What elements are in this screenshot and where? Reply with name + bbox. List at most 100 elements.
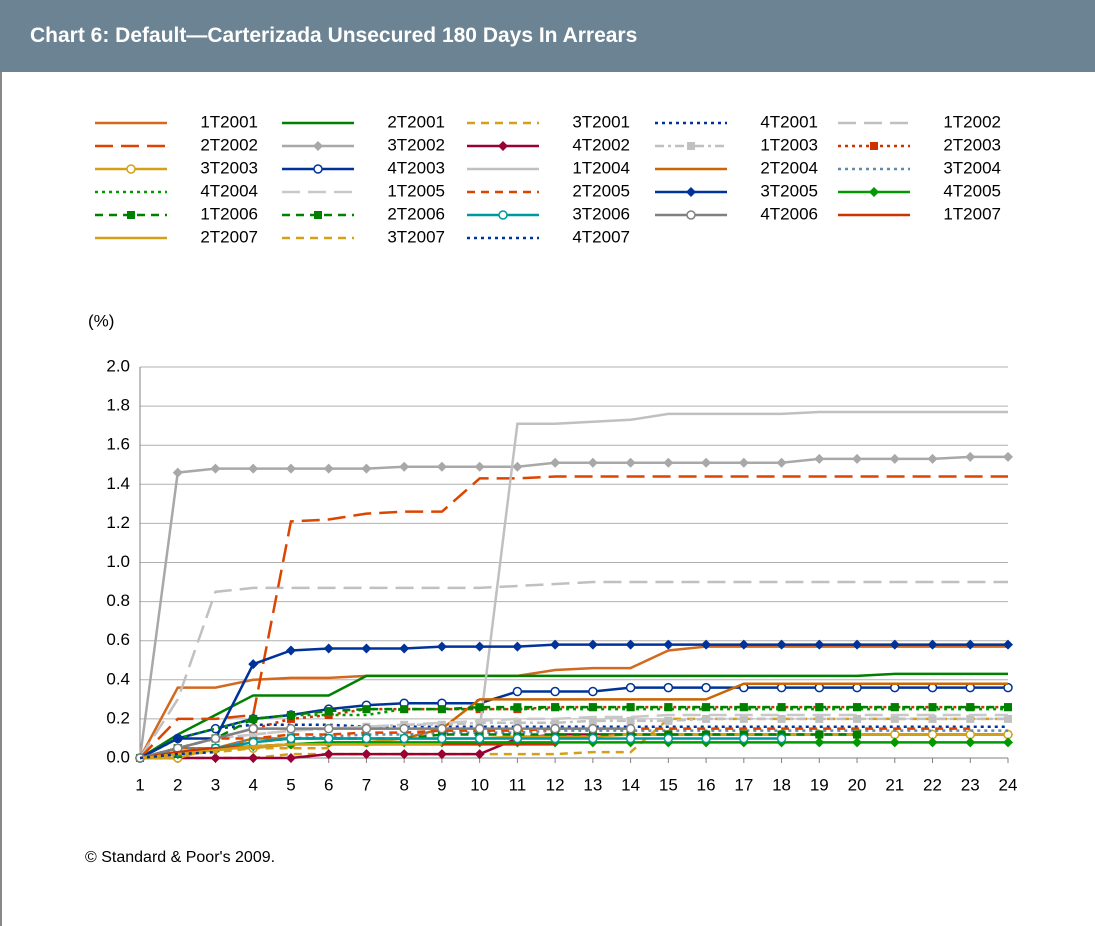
marker bbox=[814, 737, 825, 748]
marker bbox=[313, 141, 323, 151]
marker bbox=[890, 703, 899, 712]
marker bbox=[551, 718, 560, 727]
marker bbox=[588, 733, 598, 744]
marker bbox=[626, 703, 635, 712]
x-tick-label: 13 bbox=[583, 775, 602, 794]
marker bbox=[853, 730, 862, 739]
marker bbox=[400, 705, 409, 714]
marker bbox=[664, 703, 673, 712]
marker bbox=[285, 463, 296, 474]
x-tick-label: 1 bbox=[135, 775, 144, 794]
chart-title: Chart 6: Default—Carterizada Unsecured 1… bbox=[30, 24, 638, 47]
marker bbox=[551, 703, 560, 712]
series-line bbox=[139, 750, 216, 760]
marker bbox=[361, 749, 372, 760]
legend-label: 1T2003 bbox=[760, 135, 818, 154]
source: © Standard & Poor's 2009. bbox=[85, 849, 275, 866]
marker bbox=[702, 714, 711, 723]
marker bbox=[701, 639, 712, 650]
marker bbox=[686, 187, 696, 197]
marker bbox=[588, 723, 598, 734]
marker bbox=[437, 733, 447, 744]
legend-label: 1T2004 bbox=[572, 158, 630, 177]
marker bbox=[362, 705, 371, 714]
marker bbox=[928, 703, 937, 712]
x-tick-label: 20 bbox=[848, 775, 867, 794]
x-tick-label: 3 bbox=[211, 775, 220, 794]
series-line bbox=[139, 737, 782, 760]
legend-label: 2T2005 bbox=[572, 181, 630, 200]
marker bbox=[512, 641, 523, 652]
marker bbox=[889, 639, 900, 650]
y-tick-label: 0.2 bbox=[106, 708, 130, 727]
marker bbox=[889, 737, 900, 748]
legend-label: 4T2007 bbox=[572, 227, 630, 246]
legend-label: 4T2003 bbox=[387, 158, 445, 177]
marker bbox=[474, 723, 485, 734]
marker bbox=[512, 686, 523, 697]
marker bbox=[399, 733, 409, 744]
marker bbox=[399, 643, 410, 654]
legend-label: 4T2001 bbox=[760, 112, 818, 131]
marker bbox=[474, 733, 485, 744]
marker bbox=[436, 749, 447, 760]
marker bbox=[776, 733, 787, 744]
x-tick-label: 7 bbox=[362, 775, 371, 794]
legend-label: 3T2002 bbox=[387, 135, 445, 154]
marker bbox=[550, 686, 560, 697]
marker bbox=[965, 639, 976, 650]
x-tick-label: 23 bbox=[961, 775, 980, 794]
marker bbox=[126, 164, 136, 174]
legend-label: 2T2001 bbox=[387, 112, 445, 131]
marker bbox=[550, 457, 561, 468]
legend-label: 2T2004 bbox=[760, 158, 818, 177]
y-axis-label: (%) bbox=[88, 311, 114, 330]
marker bbox=[777, 714, 786, 723]
legend-label: 2T2003 bbox=[943, 135, 1001, 154]
x-tick-label: 10 bbox=[470, 775, 489, 794]
marker bbox=[323, 643, 334, 654]
x-tick-label: 15 bbox=[659, 775, 678, 794]
legend-label: 2T2007 bbox=[200, 227, 258, 246]
series-line bbox=[139, 643, 1008, 760]
y-tick-label: 0.8 bbox=[106, 591, 130, 610]
x-tick-label: 4 bbox=[248, 775, 257, 794]
marker bbox=[513, 703, 522, 712]
marker bbox=[815, 714, 824, 723]
y-tick-label: 1.8 bbox=[106, 396, 130, 415]
legend-label: 4T2005 bbox=[943, 181, 1001, 200]
marker bbox=[869, 187, 879, 197]
marker bbox=[701, 457, 712, 468]
marker bbox=[966, 714, 975, 723]
marker bbox=[739, 733, 749, 744]
legend-label: 3T2001 bbox=[572, 112, 630, 131]
marker bbox=[776, 457, 787, 468]
marker bbox=[286, 723, 296, 734]
marker bbox=[814, 453, 825, 464]
legend-label: 3T2003 bbox=[200, 158, 258, 177]
marker bbox=[210, 463, 221, 474]
x-tick-label: 12 bbox=[546, 775, 565, 794]
marker bbox=[399, 461, 410, 472]
marker bbox=[127, 211, 135, 219]
marker bbox=[323, 723, 334, 734]
marker bbox=[928, 714, 937, 723]
series-line bbox=[139, 672, 1008, 760]
marker bbox=[248, 659, 259, 670]
marker bbox=[474, 461, 485, 472]
marker bbox=[965, 451, 976, 462]
series-line bbox=[138, 455, 1008, 759]
marker bbox=[437, 723, 447, 734]
marker bbox=[776, 639, 787, 650]
marker bbox=[966, 703, 975, 712]
marker bbox=[663, 733, 674, 744]
marker bbox=[687, 142, 695, 150]
x-tick-label: 6 bbox=[324, 775, 333, 794]
marker bbox=[701, 733, 711, 744]
marker bbox=[701, 682, 711, 693]
series-line bbox=[139, 705, 1008, 760]
legend-label: 1T2007 bbox=[943, 204, 1001, 223]
marker bbox=[323, 749, 334, 760]
marker bbox=[587, 639, 598, 650]
